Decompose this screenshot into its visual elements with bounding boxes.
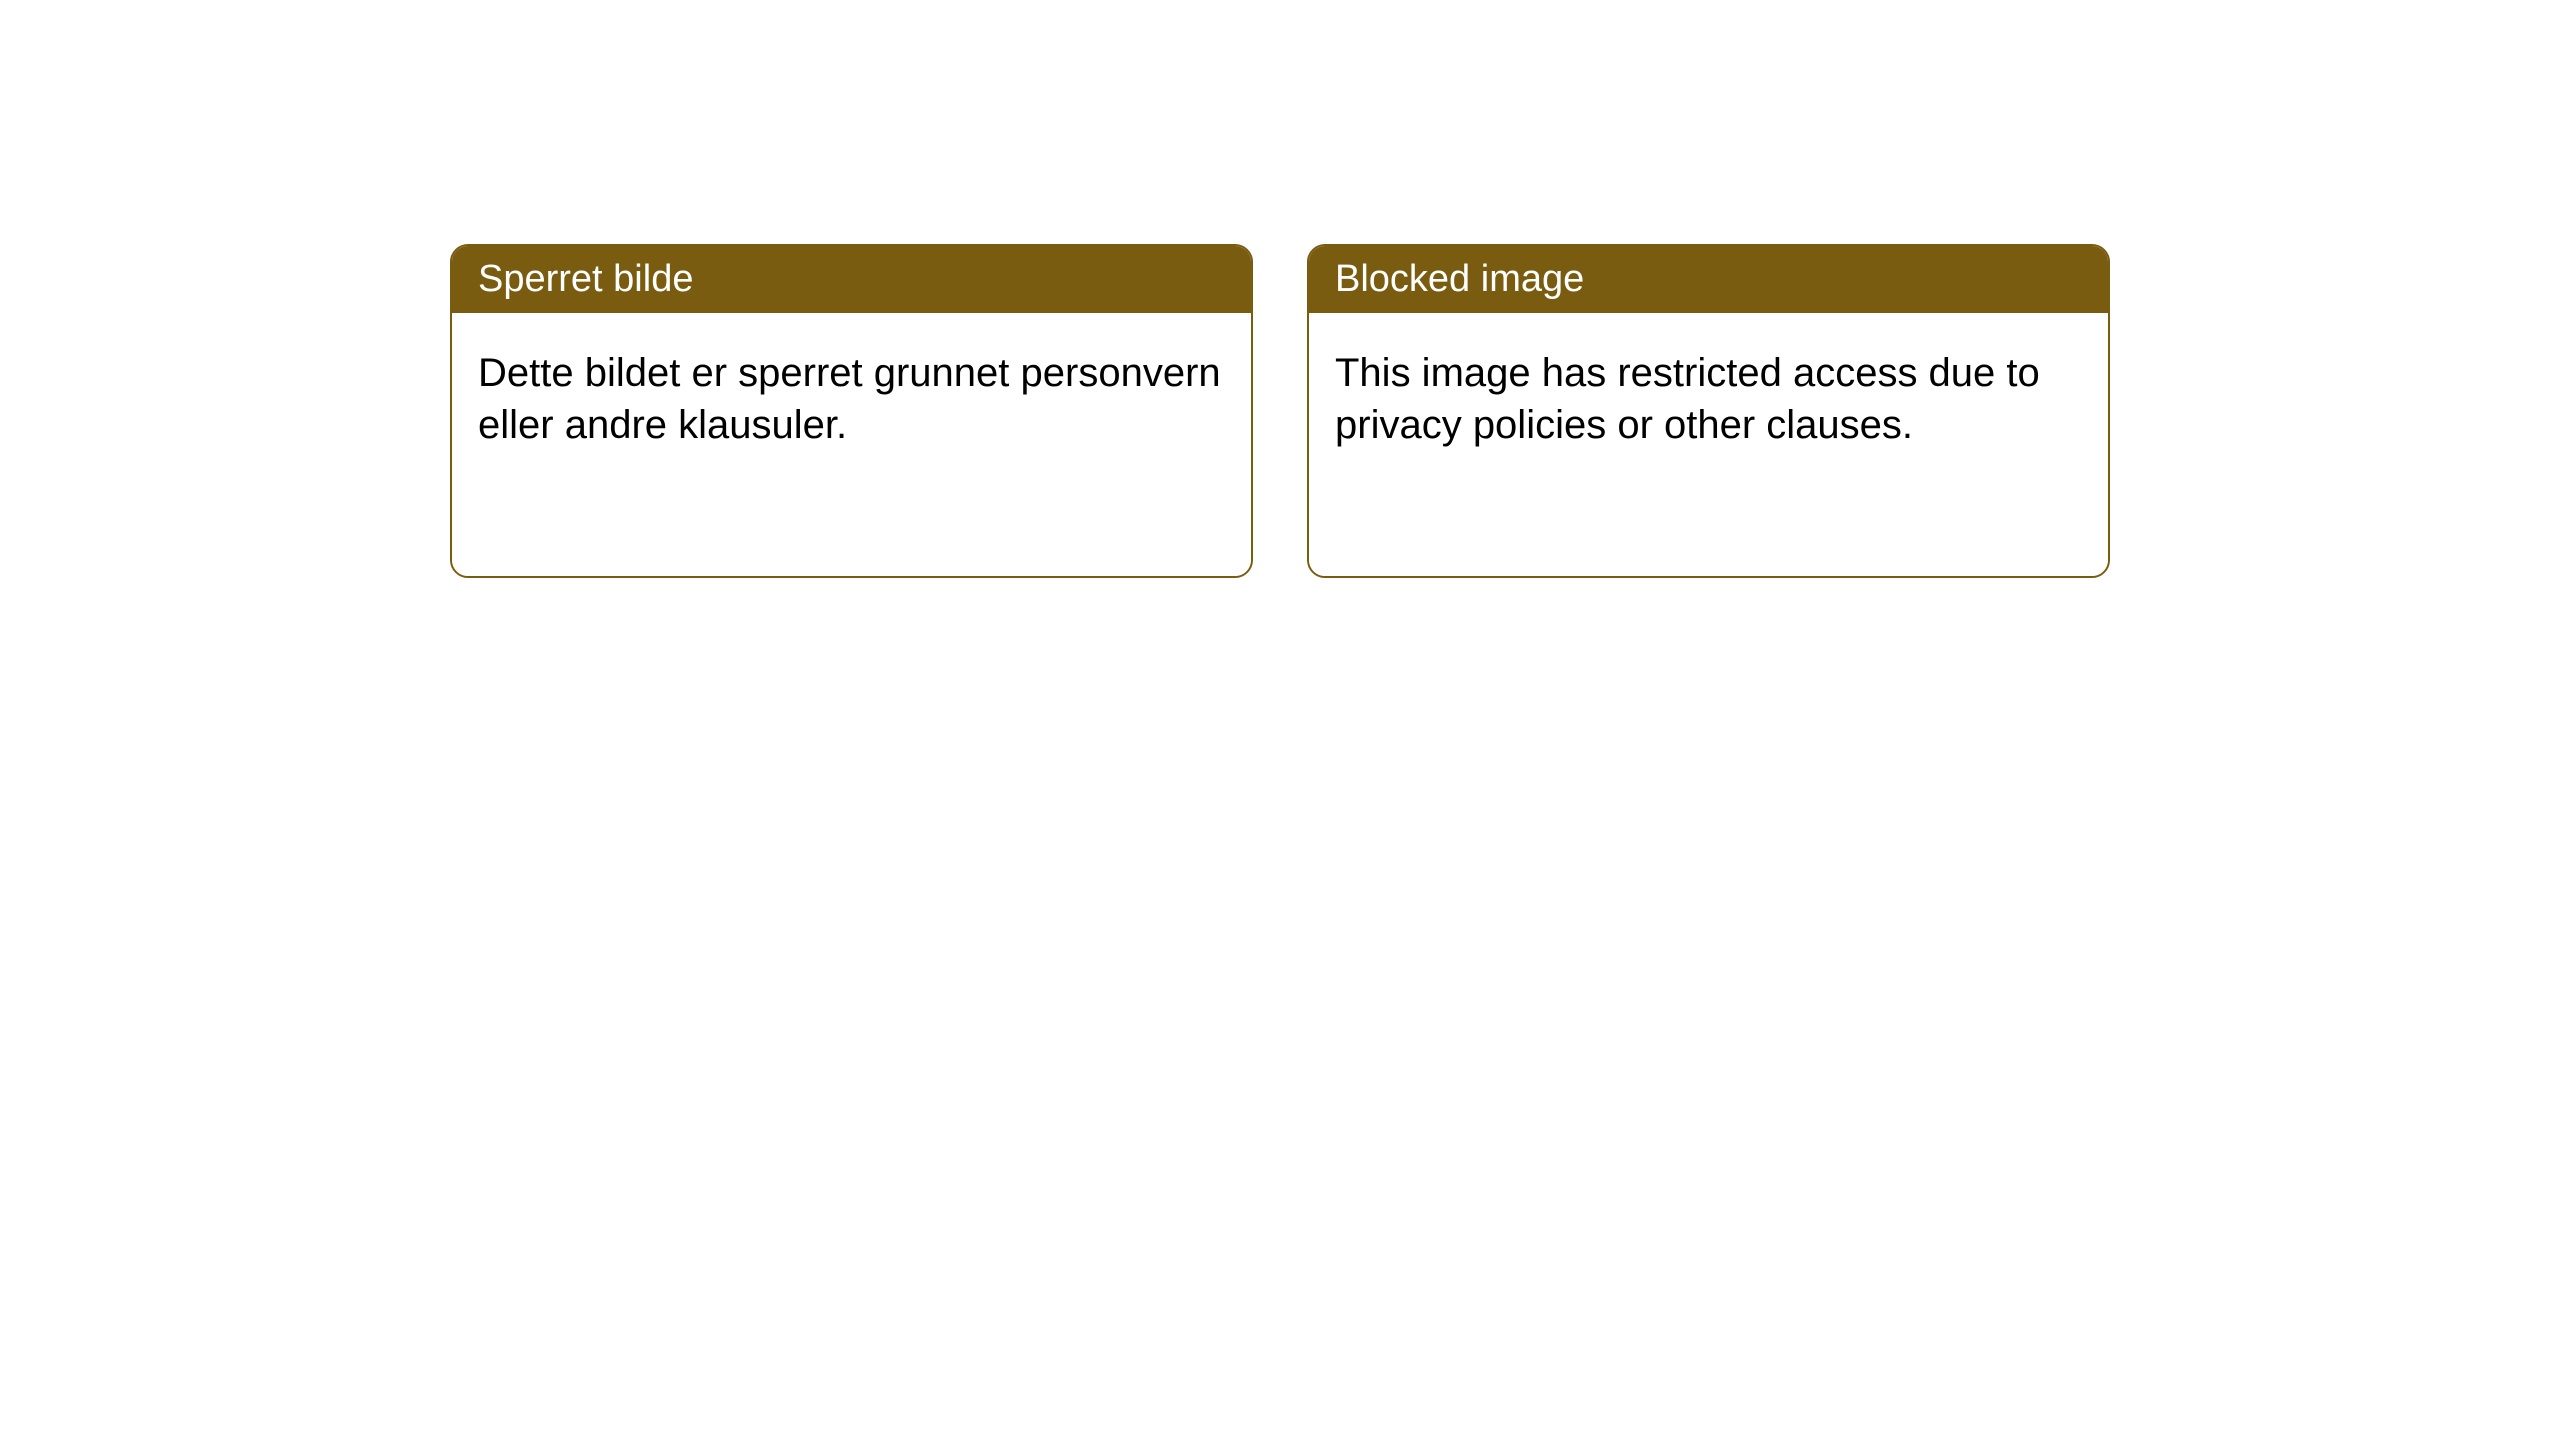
notice-card-english: Blocked image This image has restricted …: [1307, 244, 2110, 578]
notice-body-text: This image has restricted access due to …: [1335, 351, 2040, 447]
notice-title: Sperret bilde: [478, 258, 693, 300]
notice-body-text: Dette bildet er sperret grunnet personve…: [478, 351, 1221, 447]
notice-title: Blocked image: [1335, 258, 1584, 300]
notice-card-norwegian: Sperret bilde Dette bildet er sperret gr…: [450, 244, 1253, 578]
notice-container: Sperret bilde Dette bildet er sperret gr…: [0, 0, 2560, 578]
notice-card-body: Dette bildet er sperret grunnet personve…: [452, 313, 1251, 576]
notice-card-header: Sperret bilde: [452, 246, 1251, 313]
notice-card-body: This image has restricted access due to …: [1309, 313, 2108, 576]
notice-card-header: Blocked image: [1309, 246, 2108, 313]
